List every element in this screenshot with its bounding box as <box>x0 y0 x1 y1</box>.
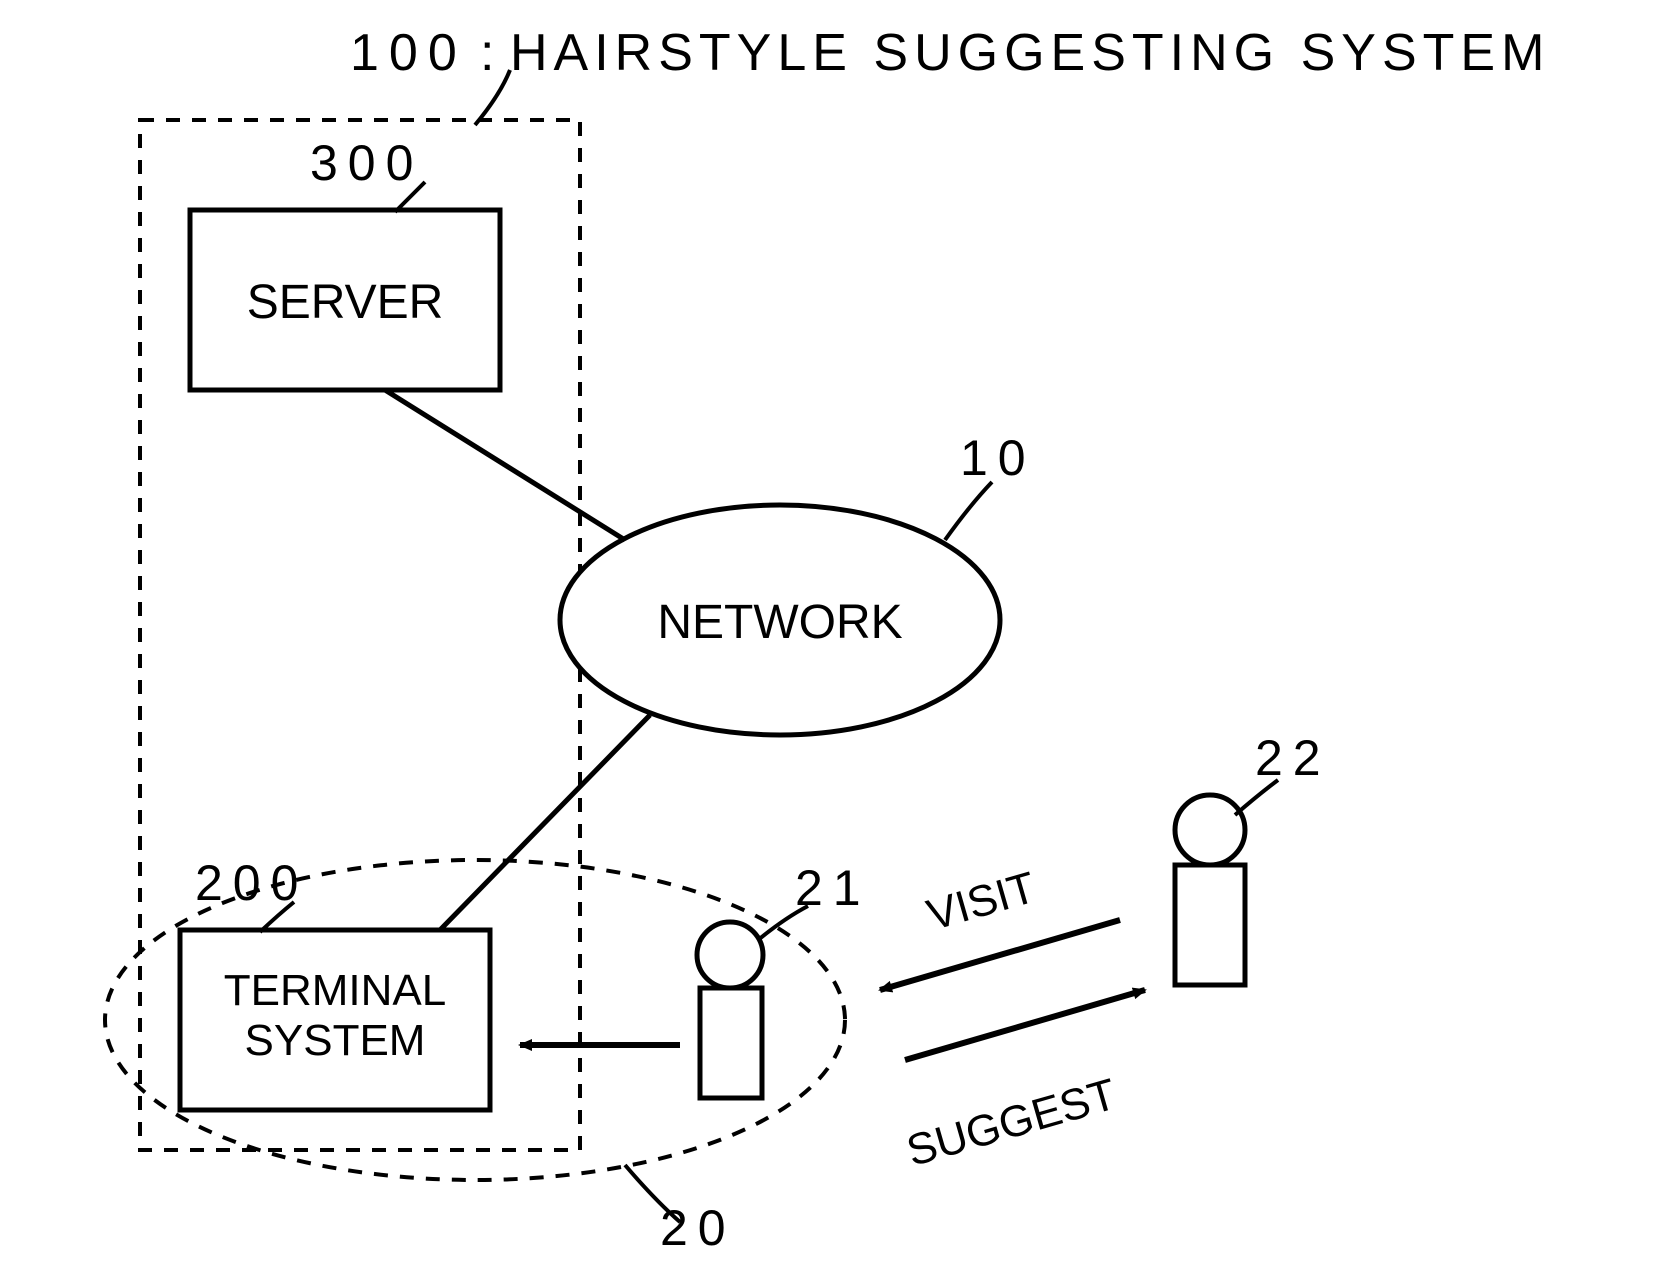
network-ref-leader <box>945 482 992 540</box>
server-ref: 300 <box>310 135 423 191</box>
person22-head <box>1175 795 1245 865</box>
server-label: SERVER <box>247 276 444 329</box>
title-text: HAIRSTYLE SUGGESTING SYSTEM <box>510 24 1550 82</box>
person22-ref: 22 <box>1255 730 1331 786</box>
network-label: NETWORK <box>657 596 902 649</box>
title-colon: : <box>480 24 494 82</box>
shop-ref: 20 <box>660 1200 736 1256</box>
edge-network-terminal <box>440 715 650 930</box>
network-ref: 10 <box>960 430 1036 486</box>
terminal-label-1: TERMINAL <box>224 966 446 1015</box>
suggest-label: SUGGEST <box>901 1070 1121 1176</box>
visit-label: VISIT <box>922 863 1041 940</box>
person22-body <box>1175 865 1245 985</box>
shop-ref-leader <box>625 1165 680 1222</box>
person21-head <box>697 922 763 988</box>
person21-body <box>700 988 762 1098</box>
terminal-label-2: SYSTEM <box>245 1016 426 1065</box>
title-ref: 100 <box>350 24 467 82</box>
edge-server-network <box>385 390 625 540</box>
suggest-arrow <box>905 990 1145 1060</box>
visit-arrow <box>880 920 1120 990</box>
